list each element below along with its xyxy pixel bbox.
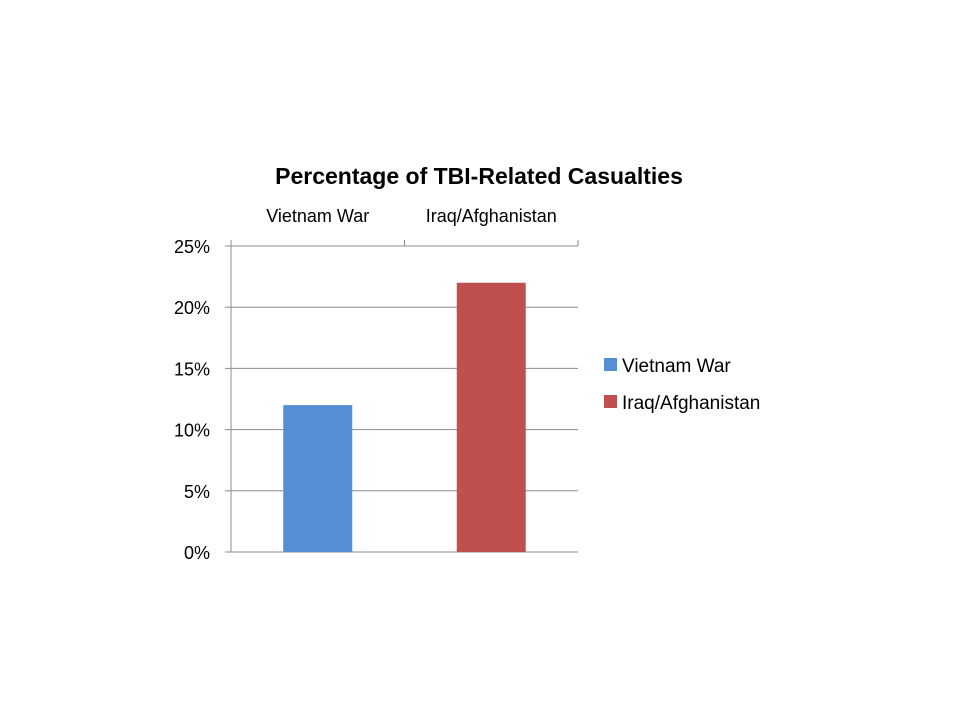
category-label: Vietnam War [266, 206, 369, 226]
legend-swatch [604, 358, 617, 371]
legend-swatch [604, 395, 617, 408]
y-axis-ticks: 0% 5% 10% 15% 20% 25% [174, 237, 210, 563]
y-tick-label: 15% [174, 359, 210, 379]
legend-label: Vietnam War [622, 356, 731, 377]
y-tick-label: 25% [174, 237, 210, 257]
legend: Vietnam War Iraq/Afghanistan [604, 356, 760, 414]
legend-label: Iraq/Afghanistan [622, 393, 760, 414]
chart-title: Percentage of TBI-Related Casualties [275, 163, 683, 189]
bar [283, 405, 353, 552]
bars [283, 282, 526, 552]
bar [456, 282, 526, 552]
y-tick-label: 20% [174, 298, 210, 318]
y-tick-label: 5% [184, 482, 210, 502]
y-tick-label: 10% [174, 421, 210, 441]
gridlines [231, 245, 578, 492]
category-label: Iraq/Afghanistan [426, 206, 557, 226]
category-labels: Vietnam War Iraq/Afghanistan [266, 206, 557, 226]
y-tick-label: 0% [184, 543, 210, 563]
